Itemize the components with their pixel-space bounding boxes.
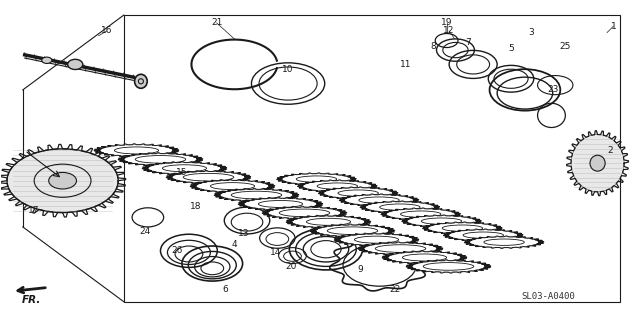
Ellipse shape [428, 223, 497, 234]
Text: 7: 7 [465, 38, 471, 47]
Ellipse shape [388, 252, 461, 263]
Ellipse shape [365, 202, 435, 212]
Text: 3: 3 [529, 28, 534, 37]
Text: 10: 10 [282, 65, 294, 74]
Text: 14: 14 [270, 248, 281, 257]
Ellipse shape [68, 59, 83, 69]
Text: 22: 22 [389, 284, 401, 293]
Text: 24: 24 [139, 227, 150, 236]
Text: FR.: FR. [22, 295, 41, 305]
Ellipse shape [449, 230, 518, 241]
Ellipse shape [344, 195, 414, 205]
Ellipse shape [100, 145, 173, 156]
Ellipse shape [292, 216, 365, 228]
Ellipse shape [316, 225, 389, 236]
Ellipse shape [268, 207, 341, 219]
Ellipse shape [135, 74, 147, 88]
Ellipse shape [220, 189, 293, 201]
Ellipse shape [571, 134, 624, 192]
Bar [124, 15, 620, 302]
Ellipse shape [412, 261, 485, 272]
Ellipse shape [323, 188, 393, 198]
Ellipse shape [469, 237, 539, 248]
Text: 15: 15 [176, 168, 188, 177]
Text: 20: 20 [285, 262, 297, 271]
Ellipse shape [282, 174, 351, 185]
Text: 4: 4 [232, 240, 237, 249]
Ellipse shape [172, 172, 245, 183]
Text: 9: 9 [358, 265, 363, 275]
Text: 1: 1 [610, 22, 617, 31]
Ellipse shape [303, 181, 372, 192]
Ellipse shape [124, 154, 197, 165]
Ellipse shape [407, 216, 476, 227]
Ellipse shape [148, 163, 221, 174]
Ellipse shape [590, 155, 605, 171]
Ellipse shape [386, 209, 456, 220]
Ellipse shape [364, 243, 437, 254]
Text: 11: 11 [401, 60, 412, 69]
Text: 6: 6 [222, 284, 228, 293]
Ellipse shape [196, 180, 269, 192]
Text: 12: 12 [444, 27, 455, 36]
Text: 8: 8 [430, 42, 436, 52]
Ellipse shape [340, 234, 413, 245]
Text: 23: 23 [548, 85, 559, 94]
Ellipse shape [49, 172, 77, 189]
Text: 25: 25 [559, 42, 570, 52]
Text: 21: 21 [211, 19, 222, 28]
Text: 26: 26 [172, 246, 183, 255]
Text: 2: 2 [608, 146, 613, 155]
Text: 16: 16 [101, 27, 113, 36]
Text: 17: 17 [28, 206, 39, 215]
Text: 5: 5 [508, 44, 514, 53]
Text: 13: 13 [238, 229, 249, 238]
Ellipse shape [7, 149, 118, 212]
Text: 18: 18 [189, 202, 201, 211]
Ellipse shape [42, 57, 52, 63]
Ellipse shape [244, 198, 317, 210]
Text: 19: 19 [441, 19, 453, 28]
Text: SL03-A0400: SL03-A0400 [522, 292, 575, 301]
